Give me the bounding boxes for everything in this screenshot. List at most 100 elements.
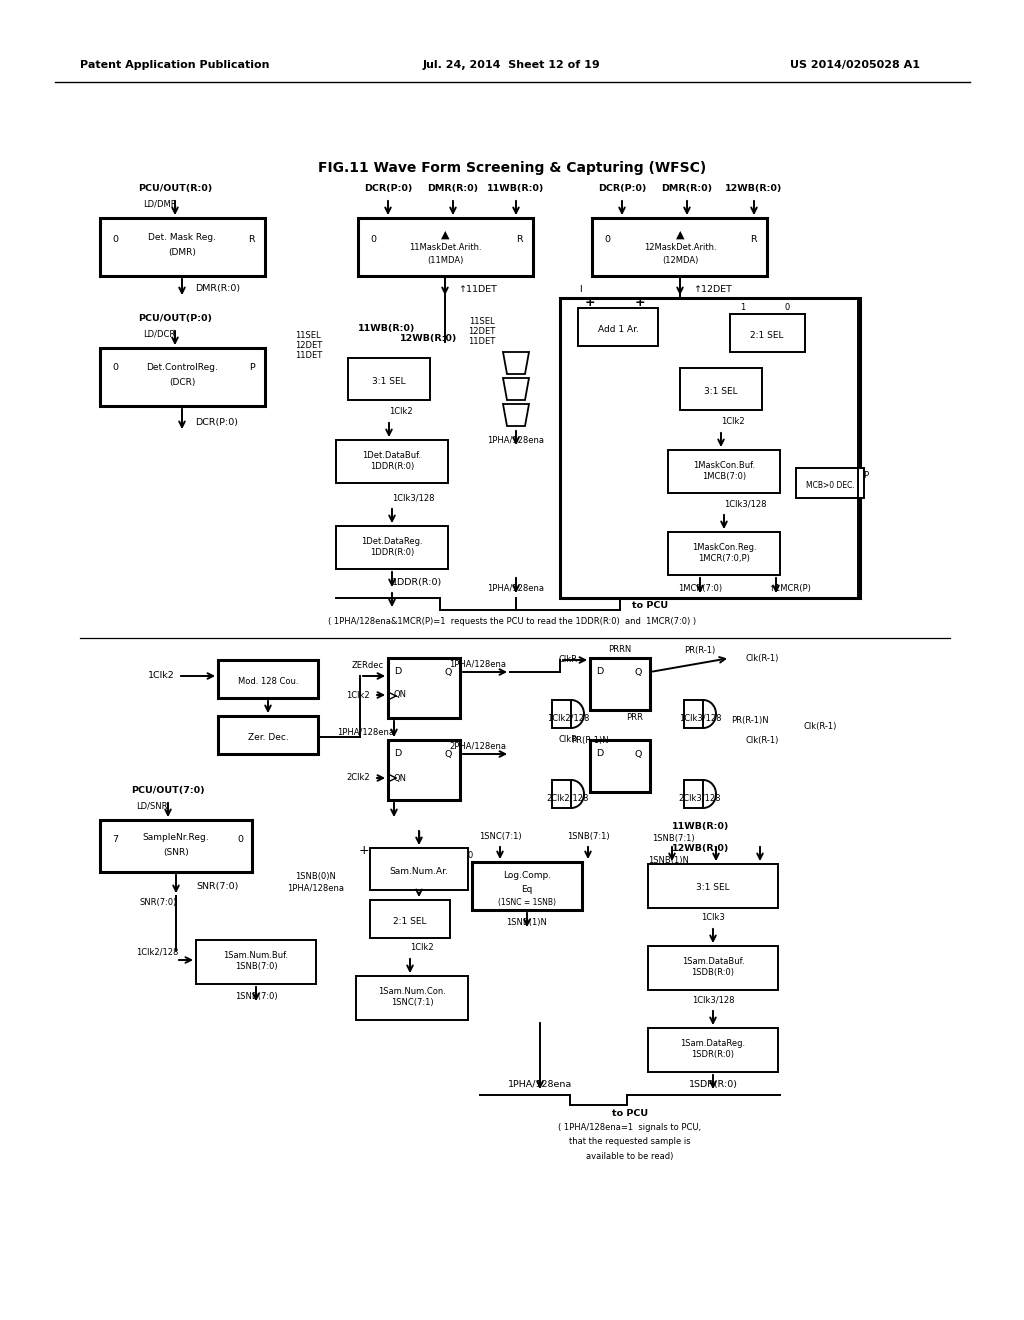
Text: Q: Q	[444, 668, 452, 676]
Text: 1: 1	[740, 304, 745, 313]
Text: PR(R-1)N: PR(R-1)N	[731, 715, 769, 725]
Bar	[100, 348, 265, 407]
Bar	[680, 368, 762, 411]
Bar	[590, 741, 650, 792]
Text: D: D	[394, 750, 401, 759]
Text: ↑1MCR(P): ↑1MCR(P)	[769, 583, 811, 593]
Text: 2:1 SEL: 2:1 SEL	[751, 330, 783, 339]
Text: P: P	[863, 471, 868, 480]
Bar	[370, 847, 468, 890]
Bar	[358, 218, 534, 276]
Text: 1Clk3/128: 1Clk3/128	[392, 494, 434, 503]
Text: 1Clk2: 1Clk2	[721, 417, 744, 426]
Text: 12WB(R:0): 12WB(R:0)	[672, 843, 729, 853]
Text: Eq: Eq	[521, 886, 532, 895]
Text: 1SNB(0)N: 1SNB(0)N	[296, 871, 337, 880]
Text: DMR(R:0): DMR(R:0)	[195, 284, 240, 293]
Text: (DMR): (DMR)	[168, 248, 196, 256]
Bar	[648, 1028, 778, 1072]
Text: 1Sam.Num.Buf.: 1Sam.Num.Buf.	[223, 950, 289, 960]
Text: PCU/OUT(P:0): PCU/OUT(P:0)	[138, 314, 212, 322]
Text: 0: 0	[237, 836, 243, 845]
Bar	[684, 780, 703, 808]
Bar	[356, 975, 468, 1020]
Text: 12DET: 12DET	[295, 341, 323, 350]
Text: 11WB(R:0): 11WB(R:0)	[672, 821, 729, 830]
Text: 1MCR(7:0): 1MCR(7:0)	[678, 583, 722, 593]
Bar	[648, 865, 778, 908]
Text: DMR(R:0): DMR(R:0)	[662, 183, 713, 193]
Text: 1Det.DataReg.: 1Det.DataReg.	[361, 536, 423, 545]
Bar	[348, 358, 430, 400]
Text: P: P	[249, 363, 255, 372]
Text: I: I	[579, 285, 582, 294]
Text: (1SNC = 1SNB): (1SNC = 1SNB)	[498, 898, 556, 907]
Bar	[578, 308, 658, 346]
Text: 1SNB(7:0): 1SNB(7:0)	[234, 991, 278, 1001]
Text: +: +	[585, 296, 595, 309]
Text: LD/DMR: LD/DMR	[143, 199, 176, 209]
Text: 1Clk2/128: 1Clk2/128	[547, 714, 589, 722]
Text: 0: 0	[112, 363, 118, 372]
Text: PCU/OUT(R:0): PCU/OUT(R:0)	[138, 183, 212, 193]
Text: MCB>0 DEC.: MCB>0 DEC.	[806, 480, 854, 490]
Bar	[336, 440, 449, 483]
Text: US 2014/0205028 A1: US 2014/0205028 A1	[790, 59, 920, 70]
Text: ClkR: ClkR	[558, 735, 578, 744]
Text: ↑12DET: ↑12DET	[693, 285, 732, 294]
Text: 11MaskDet.Arith.: 11MaskDet.Arith.	[409, 243, 481, 252]
Text: Clk(R-1): Clk(R-1)	[745, 735, 778, 744]
Text: 1SDB(R:0): 1SDB(R:0)	[691, 969, 734, 978]
Text: 1SNB(7:1): 1SNB(7:1)	[652, 833, 694, 842]
Text: Jul. 24, 2014  Sheet 12 of 19: Jul. 24, 2014 Sheet 12 of 19	[423, 59, 601, 70]
Text: +: +	[635, 296, 645, 309]
Text: 1Clk2: 1Clk2	[410, 944, 433, 953]
Text: FIG.11 Wave Form Screening & Capturing (WFSC): FIG.11 Wave Form Screening & Capturing (…	[317, 161, 707, 176]
Text: PR(R-1): PR(R-1)	[684, 645, 716, 655]
Text: Add 1 Ar.: Add 1 Ar.	[598, 325, 638, 334]
Text: 1Sam.DataReg.: 1Sam.DataReg.	[680, 1039, 745, 1048]
Text: ZERdec: ZERdec	[352, 661, 384, 671]
Text: 11SEL: 11SEL	[469, 318, 495, 326]
Bar	[796, 469, 864, 498]
Text: 1SNB(7:0): 1SNB(7:0)	[234, 962, 278, 972]
Text: 1DDR(R:0): 1DDR(R:0)	[370, 462, 414, 471]
Text: D: D	[596, 750, 603, 759]
Text: that the requested sample is: that the requested sample is	[569, 1138, 691, 1147]
Text: 0: 0	[784, 304, 790, 313]
Text: R: R	[751, 235, 757, 244]
Text: 1Clk2: 1Clk2	[148, 672, 175, 681]
Bar	[560, 298, 860, 598]
Bar	[100, 218, 265, 276]
Text: ( 1PHA/128ena=1  signals to PCU,: ( 1PHA/128ena=1 signals to PCU,	[558, 1123, 701, 1133]
Bar	[388, 657, 460, 718]
Text: 1DDR(R:0): 1DDR(R:0)	[370, 549, 414, 557]
Bar	[472, 862, 582, 909]
Text: 11DET: 11DET	[468, 338, 496, 346]
Text: (11MDA): (11MDA)	[427, 256, 463, 264]
Text: 1PHA/128ena: 1PHA/128ena	[450, 660, 507, 668]
Bar	[218, 660, 318, 698]
Text: 1SNC(7:1): 1SNC(7:1)	[478, 832, 521, 841]
Text: DMR(R:0): DMR(R:0)	[427, 183, 478, 193]
Text: PCU/OUT(7:0): PCU/OUT(7:0)	[131, 785, 205, 795]
Text: 1Sam.DataBuf.: 1Sam.DataBuf.	[682, 957, 744, 965]
Text: 1Clk3/128: 1Clk3/128	[679, 714, 721, 722]
Text: available to be read): available to be read)	[587, 1151, 674, 1160]
Text: DCR(P:0): DCR(P:0)	[195, 417, 238, 426]
Bar	[684, 700, 703, 729]
Text: 11SEL: 11SEL	[295, 330, 321, 339]
Text: Zer. Dec.: Zer. Dec.	[248, 733, 289, 742]
Bar	[218, 715, 318, 754]
Text: PR(R-1)N: PR(R-1)N	[571, 735, 609, 744]
Text: 2Clk2: 2Clk2	[346, 774, 370, 783]
Text: ( 1PHA/128ena&1MCR(P)=1  requests the PCU to read the 1DDR(R:0)  and  1MCR(7:0) : ( 1PHA/128ena&1MCR(P)=1 requests the PCU…	[328, 618, 696, 627]
Text: 1SDR(R:0): 1SDR(R:0)	[688, 1080, 737, 1089]
Text: 1MaskCon.Reg.: 1MaskCon.Reg.	[691, 543, 757, 552]
Text: Clk(R-1): Clk(R-1)	[803, 722, 837, 730]
Text: Q: Q	[635, 750, 642, 759]
Bar	[196, 940, 316, 983]
Text: 1Clk2: 1Clk2	[346, 690, 370, 700]
Text: 1SNB(1)N: 1SNB(1)N	[507, 917, 548, 927]
Text: LD/SNR: LD/SNR	[136, 801, 168, 810]
